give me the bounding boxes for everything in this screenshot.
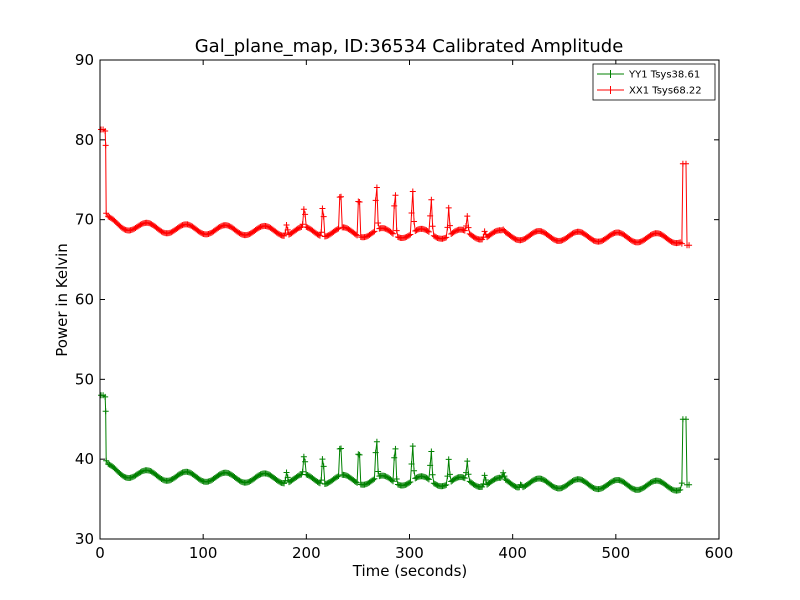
- y-tick-label: 30: [75, 530, 94, 548]
- y-axis-label: Power in Kelvin: [53, 243, 71, 357]
- x-tick-label: 500: [602, 544, 631, 562]
- series-markers: [98, 392, 693, 494]
- legend-box: [592, 63, 716, 101]
- x-tick-label: 400: [498, 544, 527, 562]
- series-xx1: [98, 126, 693, 249]
- x-tick-label: 600: [705, 544, 734, 562]
- legend-marker-xx1: [606, 86, 615, 94]
- x-tick-label: 0: [95, 544, 105, 562]
- x-axis-label: Time (seconds): [352, 562, 468, 580]
- chart-title: Gal_plane_map, ID:36534 Calibrated Ampli…: [195, 36, 624, 57]
- y-tick-label: 70: [75, 211, 94, 229]
- plot-area: [100, 60, 719, 539]
- y-tick-label: 90: [75, 51, 94, 69]
- series-yy1: [98, 392, 693, 494]
- legend-label-xx1: XX1 Tsys68.22: [629, 86, 702, 97]
- y-axis: 30 40 50 60 70 80 90: [75, 51, 719, 548]
- x-tick-label: 300: [395, 544, 424, 562]
- y-tick-label: 50: [75, 370, 94, 388]
- legend-label-yy1: YY1 Tsys38.61: [628, 70, 700, 81]
- y-tick-label: 60: [75, 291, 94, 309]
- legend: YY1 Tsys38.61 XX1 Tsys68.22: [592, 63, 716, 101]
- series-markers: [98, 126, 693, 249]
- x-axis: 0 100 200 300 400 500 600: [95, 60, 733, 562]
- x-tick-label: 100: [189, 544, 218, 562]
- series-layer: [98, 126, 693, 494]
- y-tick-label: 40: [75, 450, 94, 468]
- y-tick-label: 80: [75, 131, 94, 149]
- x-tick-label: 200: [292, 544, 321, 562]
- legend-marker-yy1: [606, 70, 615, 78]
